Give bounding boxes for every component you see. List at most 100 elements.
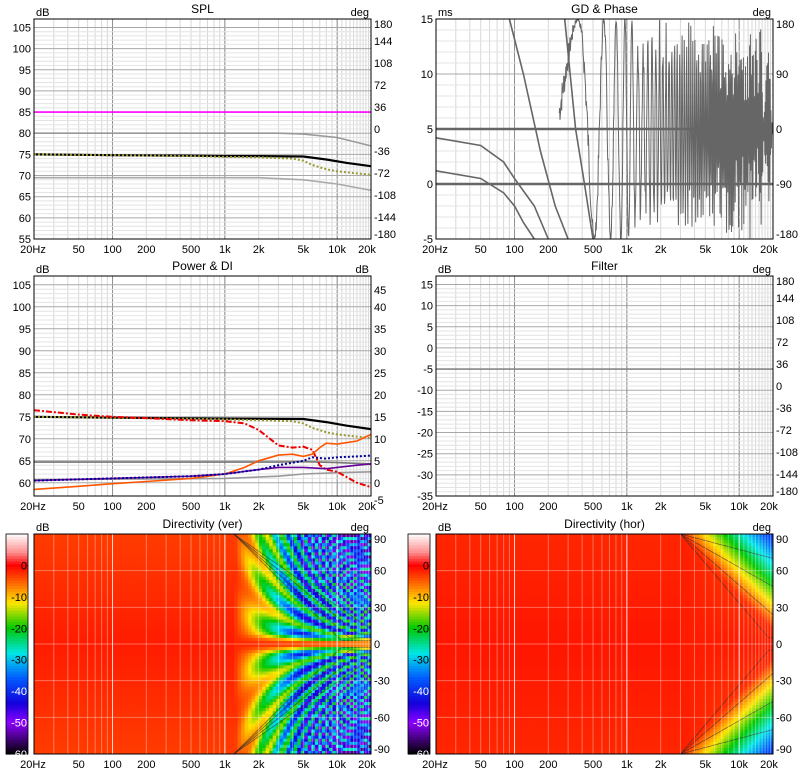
x-tick-label: 500	[584, 244, 602, 256]
y2-tick-label: 180	[374, 19, 392, 31]
x-tick-label: 20Hz	[422, 244, 448, 256]
x-tick-label: 100	[103, 244, 121, 256]
y2-tick-label: -144	[374, 212, 396, 224]
y-tick-label: 5	[427, 124, 433, 136]
x-tick-label: 20Hz	[422, 501, 448, 513]
x-tick-label: 2k	[253, 244, 265, 256]
y-tick-label: 75	[19, 412, 31, 424]
x-tick-label: 50	[475, 501, 487, 513]
y-tick-label: 80	[19, 390, 31, 402]
x-tick-label: 20k	[760, 244, 778, 256]
left-unit-label: ms	[438, 7, 453, 19]
plot-content	[34, 534, 372, 755]
y2-tick-label: 15	[374, 412, 386, 424]
y2-tick-label: 90	[776, 69, 788, 81]
y2-tick-label: -90	[776, 179, 792, 191]
y2-tick-label: 108	[374, 58, 392, 70]
y2-tick-label: -180	[374, 229, 396, 241]
y2-tick-label: 144	[374, 36, 392, 48]
y-tick-label: -30	[417, 470, 433, 482]
y-tick-label: 0	[427, 343, 433, 355]
y2-tick-label: 30	[374, 346, 386, 358]
y-tick-label: 90	[19, 86, 31, 98]
y2-tick-label: 180	[776, 19, 794, 31]
y2-tick-label: 35	[374, 324, 386, 336]
y-tick-label: 80	[19, 128, 31, 140]
right-unit-label: deg	[351, 7, 369, 19]
x-tick-label: 2k	[655, 244, 667, 256]
y-tick-label: 85	[19, 368, 31, 380]
y-tick-label: 60	[19, 478, 31, 490]
y2-tick-label: -108	[776, 447, 798, 459]
y-tick-label: -15	[417, 406, 433, 418]
y2-tick-label: 0	[374, 124, 380, 136]
x-tick-label: 1k	[219, 244, 231, 256]
x-tick-label: 200	[137, 501, 155, 513]
x-tick-label: 200	[137, 244, 155, 256]
y-tick-label: 65	[19, 192, 31, 204]
y-tick-label: 70	[19, 171, 31, 183]
y-tick-label: 15	[421, 279, 433, 291]
x-tick-label: 5k	[700, 501, 712, 513]
x-tick-label: 10k	[730, 501, 748, 513]
right-unit-label: dB	[356, 264, 369, 276]
y-tick-label: 100	[13, 302, 31, 314]
x-tick-label: 1k	[219, 501, 231, 513]
x-tick-label: 100	[103, 501, 121, 513]
x-tick-label: 200	[539, 244, 557, 256]
y2-tick-label: 5	[374, 456, 380, 468]
y-tick-label: 105	[13, 280, 31, 292]
x-tick-label: 20k	[760, 501, 778, 513]
y2-tick-label: 72	[374, 80, 386, 92]
panel-title: GD & Phase	[571, 2, 638, 16]
x-tick-label: 5k	[298, 501, 310, 513]
x-tick-label: 100	[505, 244, 523, 256]
y-tick-label: -25	[417, 449, 433, 461]
x-tick-label: 20Hz	[20, 501, 46, 513]
y2-tick-label: 25	[374, 368, 386, 380]
y-tick-label: 10	[421, 301, 433, 313]
y2-tick-label: 20	[374, 390, 386, 402]
y2-tick-label: -36	[776, 403, 792, 415]
right-unit-label: deg	[753, 264, 771, 276]
y2-tick-label: -144	[776, 469, 798, 481]
x-tick-label: 10k	[730, 244, 748, 256]
left-unit-label: dB	[36, 264, 49, 276]
y-tick-label: 0	[427, 179, 433, 191]
y-tick-label: 5	[427, 322, 433, 334]
y2-tick-label: 10	[374, 434, 386, 446]
x-tick-label: 50	[73, 501, 85, 513]
y-tick-label: -10	[417, 385, 433, 397]
y2-tick-label: 0	[776, 381, 782, 393]
y2-tick-label: 45	[374, 285, 386, 297]
y2-tick-label: -72	[374, 168, 390, 180]
x-tick-label: 2k	[655, 501, 667, 513]
y2-tick-label: 108	[776, 315, 794, 327]
y2-tick-label: -108	[374, 190, 396, 202]
y2-tick-label: -72	[776, 425, 792, 437]
left-unit-label: dB	[36, 7, 49, 19]
y-tick-label: -5	[423, 364, 433, 376]
y2-tick-label: 40	[374, 302, 386, 314]
y2-tick-label: 72	[776, 337, 788, 349]
y2-tick-label: -180	[776, 486, 798, 498]
y-tick-label: 70	[19, 434, 31, 446]
plot-content	[436, 19, 773, 239]
x-tick-label: 1k	[621, 244, 633, 256]
y2-tick-label: 0	[776, 124, 782, 136]
left-unit-label: dB	[438, 264, 451, 276]
x-tick-label: 500	[584, 501, 602, 513]
y-tick-label: 95	[19, 324, 31, 336]
y-tick-label: 95	[19, 65, 31, 77]
x-tick-label: 2k	[253, 501, 265, 513]
y2-tick-label: -36	[374, 146, 390, 158]
x-tick-label: 20k	[358, 244, 376, 256]
y-tick-label: -20	[417, 428, 433, 440]
x-tick-label: 5k	[298, 244, 310, 256]
